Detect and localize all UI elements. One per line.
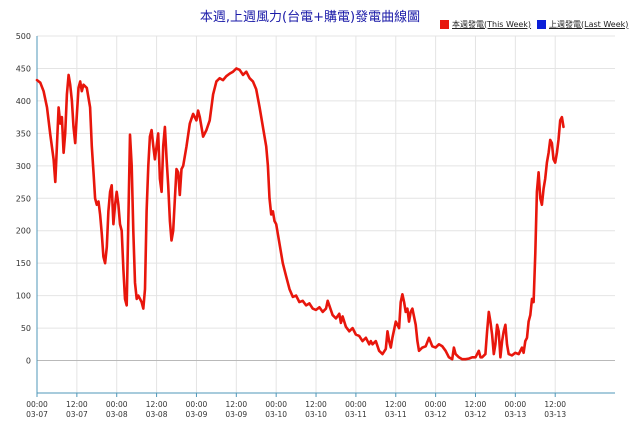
x-tick-label-time: 00:00 xyxy=(505,400,527,409)
legend-label-this-week: 本週發電(This Week) xyxy=(452,19,532,29)
x-tick-label-time: 12:00 xyxy=(305,400,327,409)
x-tick-label-date: 03-13 xyxy=(504,410,526,419)
x-tick-label-date: 03-09 xyxy=(225,410,247,419)
legend-item-last-week[interactable]: 上週發電(Last Week) xyxy=(537,18,628,30)
y-tick-label: 250 xyxy=(16,194,31,203)
x-tick-label-time: 12:00 xyxy=(146,400,168,409)
checked-checkbox-icon[interactable] xyxy=(440,19,449,29)
x-tick-label-date: 03-11 xyxy=(385,410,407,419)
x-tick-label-time: 12:00 xyxy=(66,400,88,409)
legend-label-last-week: 上週發電(Last Week) xyxy=(549,19,629,29)
y-tick-label: 450 xyxy=(16,64,31,73)
y-tick-label: 500 xyxy=(16,32,31,41)
series-layer xyxy=(35,67,565,361)
x-tick-label-date: 03-10 xyxy=(265,410,287,419)
x-tick-label-date: 03-13 xyxy=(544,410,566,419)
x-tick-label-date: 03-09 xyxy=(186,410,208,419)
legend-item-this-week[interactable]: 本週發電(This Week) xyxy=(440,18,531,30)
y-tick-label: 50 xyxy=(21,324,31,333)
x-tick-label-date: 03-08 xyxy=(106,410,128,419)
x-tick-label-time: 12:00 xyxy=(465,400,487,409)
y-tick-label: 300 xyxy=(16,162,31,171)
y-tick-label: 350 xyxy=(16,129,31,138)
x-tick-label-time: 12:00 xyxy=(385,400,407,409)
x-tick-label-date: 03-11 xyxy=(345,410,367,419)
x-tick-label-time: 12:00 xyxy=(544,400,566,409)
x-tick-label-time: 00:00 xyxy=(425,400,447,409)
y-tick-label: 150 xyxy=(16,259,31,268)
axes: 05010015020025030035040045050000:0003-07… xyxy=(16,32,615,419)
x-tick-label-time: 00:00 xyxy=(345,400,367,409)
x-tick-label-date: 03-08 xyxy=(146,410,168,419)
x-tick-label-time: 00:00 xyxy=(106,400,128,409)
y-tick-label: 200 xyxy=(16,227,31,236)
grid xyxy=(36,35,615,393)
y-tick-label: 0 xyxy=(26,357,31,366)
y-tick-label: 100 xyxy=(16,292,31,301)
x-tick-label-date: 03-07 xyxy=(26,410,48,419)
x-tick-label-time: 00:00 xyxy=(26,400,48,409)
x-tick-label-date: 03-12 xyxy=(465,410,487,419)
square-icon[interactable] xyxy=(537,19,546,29)
y-tick-label: 400 xyxy=(16,97,31,106)
x-tick-label-time: 12:00 xyxy=(225,400,247,409)
chart-title: 本週,上週風力(台電+購電)發電曲線圖 xyxy=(199,10,421,25)
x-tick-label-date: 03-12 xyxy=(425,410,447,419)
x-tick-label-time: 00:00 xyxy=(186,400,208,409)
x-tick-label-date: 03-10 xyxy=(305,410,327,419)
series-line-0[interactable] xyxy=(35,67,565,361)
x-tick-label-time: 00:00 xyxy=(265,400,287,409)
x-tick-label-date: 03-07 xyxy=(66,410,88,419)
